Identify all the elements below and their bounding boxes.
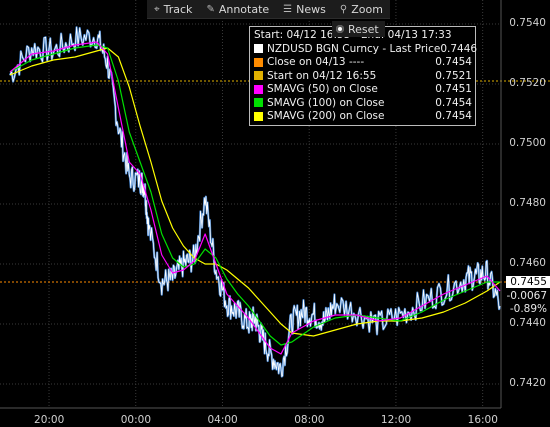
legend-row-close[interactable]: Close on 04/13 ---- 0.7454 [254,56,472,70]
legend-value: 0.7446 [440,42,478,55]
reset-label: Reset [348,22,379,36]
legend-swatch [254,71,263,81]
legend-value: 0.7454 [435,110,472,123]
legend-label: SMAVG (200) on Close [267,110,385,123]
y-tick-label: 0.7540 [509,17,546,29]
legend-value: 0.7454 [435,56,472,69]
smavg-50-line [9,41,501,355]
news-button[interactable]: ☰ News [276,0,333,18]
legend-label: Start on 04/12 16:55 [267,69,377,82]
legend-value: 0.7454 [435,96,472,109]
crosshair-icon: ⌖ [154,3,160,15]
x-tick-label: 00:00 [120,414,152,426]
x-tick-label: 20:00 [34,414,65,426]
x-tick-label: 12:00 [380,414,412,426]
pencil-icon: ✎ [206,3,215,15]
price-line [9,26,501,377]
legend-row-last-price[interactable]: NZDUSD BGN Curncy - Last Price 0.7446 [254,42,477,56]
zoom-button[interactable]: ⚲ Zoom [333,0,390,18]
news-icon: ☰ [283,3,293,15]
y-tick-label: 0.7460 [509,257,546,269]
legend-label: NZDUSD BGN Curncy - Last Price [267,42,441,55]
y-tick-label: 0.7480 [509,197,546,209]
change-pct-tag: -0.89% [505,303,550,315]
annotate-button[interactable]: ✎ Annotate [199,0,276,18]
x-tick-label: 16:00 [467,414,498,426]
legend-swatch [254,111,263,121]
track-button[interactable]: ⌖ Track [147,0,199,18]
x-tick-label: 04:00 [207,414,238,426]
legend-row-smavg-200[interactable]: SMAVG (200) on Close 0.7454 [254,110,472,124]
last-price-tag: 0.7455 [506,276,550,288]
chart-legend: Start: 04/12 16:55 - End: 04/13 17:33 NZ… [249,26,477,126]
legend-row-smavg-50[interactable]: SMAVG (50) on Close 0.7451 [254,83,472,97]
legend-value: 0.7451 [435,83,472,96]
legend-label: SMAVG (50) on Close [267,83,378,96]
change-tag: -0.0067 [502,290,550,302]
y-tick-label: 0.7440 [509,317,546,329]
magnifier-icon: ⚲ [339,3,348,15]
y-tick-label: 0.7520 [509,77,546,89]
annotate-label: Annotate [218,2,270,16]
legend-label: SMAVG (100) on Close [267,96,385,109]
smavg-100-line [9,44,500,346]
reset-button[interactable]: Reset [332,21,385,37]
series-layer [8,26,502,378]
legend-swatch [254,57,263,67]
chart-toolbar: ⌖ Track ✎ Annotate ☰ News ⚲ Zoom [147,0,390,19]
track-label: Track [163,2,193,16]
legend-swatch [254,98,263,108]
legend-swatch [254,84,263,94]
legend-row-start[interactable]: Start on 04/12 16:55 0.7521 [254,69,472,83]
legend-row-smavg-100[interactable]: SMAVG (100) on Close 0.7454 [254,96,472,110]
x-tick-label: 08:00 [294,414,325,426]
smavg-200-line [9,47,501,337]
y-tick-label: 0.7420 [509,377,546,389]
legend-label: Close on 04/13 ---- [267,56,365,69]
news-label: News [296,2,326,16]
y-tick-label: 0.7500 [509,137,546,149]
reset-icon [336,25,344,33]
legend-swatch [254,44,263,54]
zoom-label: Zoom [351,2,383,16]
legend-value: 0.7521 [435,69,472,82]
